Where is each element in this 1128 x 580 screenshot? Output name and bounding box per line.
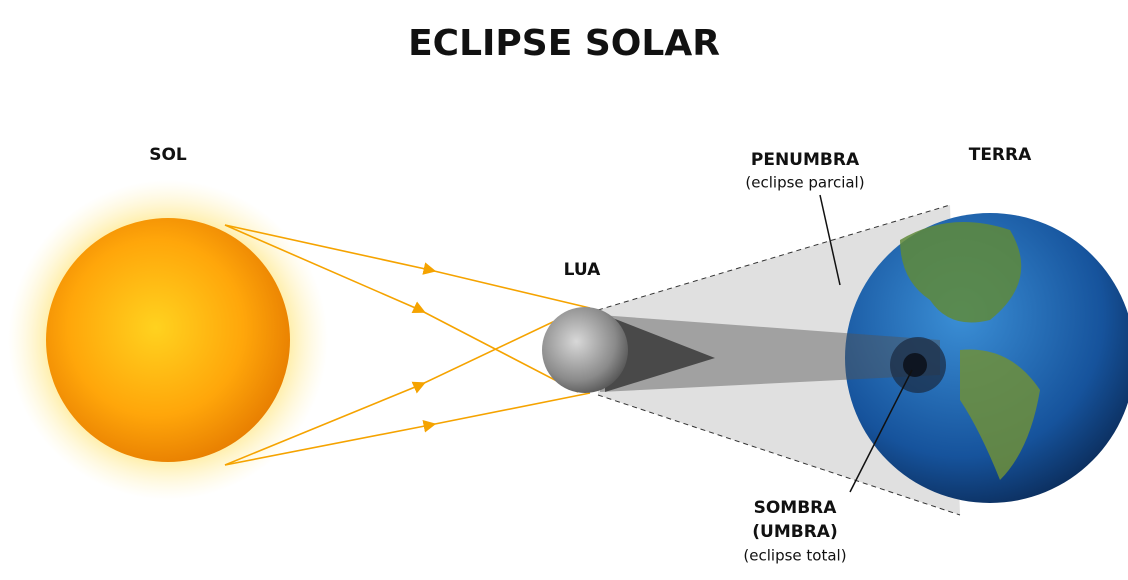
moon-label: LUA xyxy=(564,260,602,280)
sun xyxy=(46,218,290,462)
title: ECLIPSE SOLAR xyxy=(408,23,720,64)
umbra-core xyxy=(903,353,927,377)
umbra-label: (UMBRA) xyxy=(752,522,837,542)
earth-label: TERRA xyxy=(969,145,1032,165)
page: ECLIPSE SOLAR SOL LUA TERRA PENUMBRA (ec… xyxy=(0,0,1128,580)
moon xyxy=(542,307,628,393)
umbra-label: SOMBRA xyxy=(754,498,838,518)
penumbra-note: (eclipse parcial) xyxy=(745,174,864,192)
umbra-note: (eclipse total) xyxy=(743,547,846,565)
diagram: ECLIPSE SOLAR SOL LUA TERRA PENUMBRA (ec… xyxy=(0,0,1128,580)
penumbra-label: PENUMBRA xyxy=(751,150,860,170)
sun-label: SOL xyxy=(149,145,187,165)
